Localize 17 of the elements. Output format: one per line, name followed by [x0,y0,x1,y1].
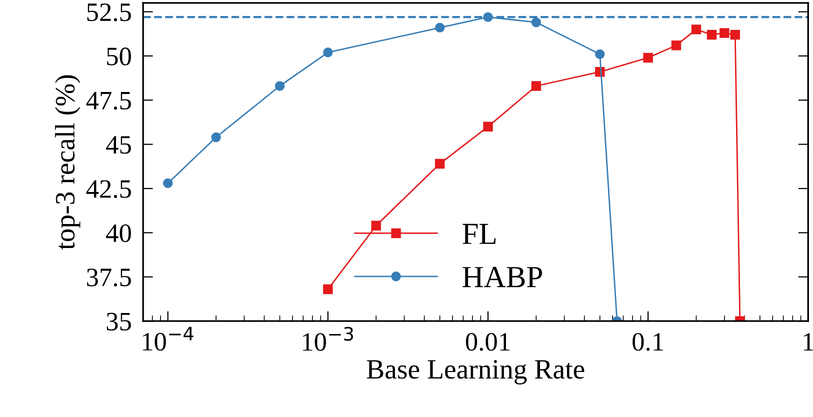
legend-label: HABP [462,266,542,288]
x-tick-label: 10$^{−3}$ [302,326,354,351]
y-tick-label: 35 [106,312,131,331]
y-tick-label: 45 [106,136,131,154]
y-tick-label: 37.5 [87,268,131,286]
y-tick-label: 42.5 [86,180,131,198]
x-tick-label: 0.1 [632,332,663,351]
x-tick-label: 1 [804,333,813,351]
x-tick-label: 0.01 [466,332,510,351]
legend-label: FL [462,224,496,244]
y-tick-label: 50 [107,48,131,66]
x-tick-label: 10$^{−4}$ [142,326,194,351]
y-tick-label: 52.5 [87,3,131,22]
y-tick-label: 40 [106,224,131,242]
y-tick-label: 47.5 [86,92,131,110]
y-axis-title: top-3 recall (%) [55,75,80,250]
x-axis-title: Base Learning Rate [366,360,584,384]
